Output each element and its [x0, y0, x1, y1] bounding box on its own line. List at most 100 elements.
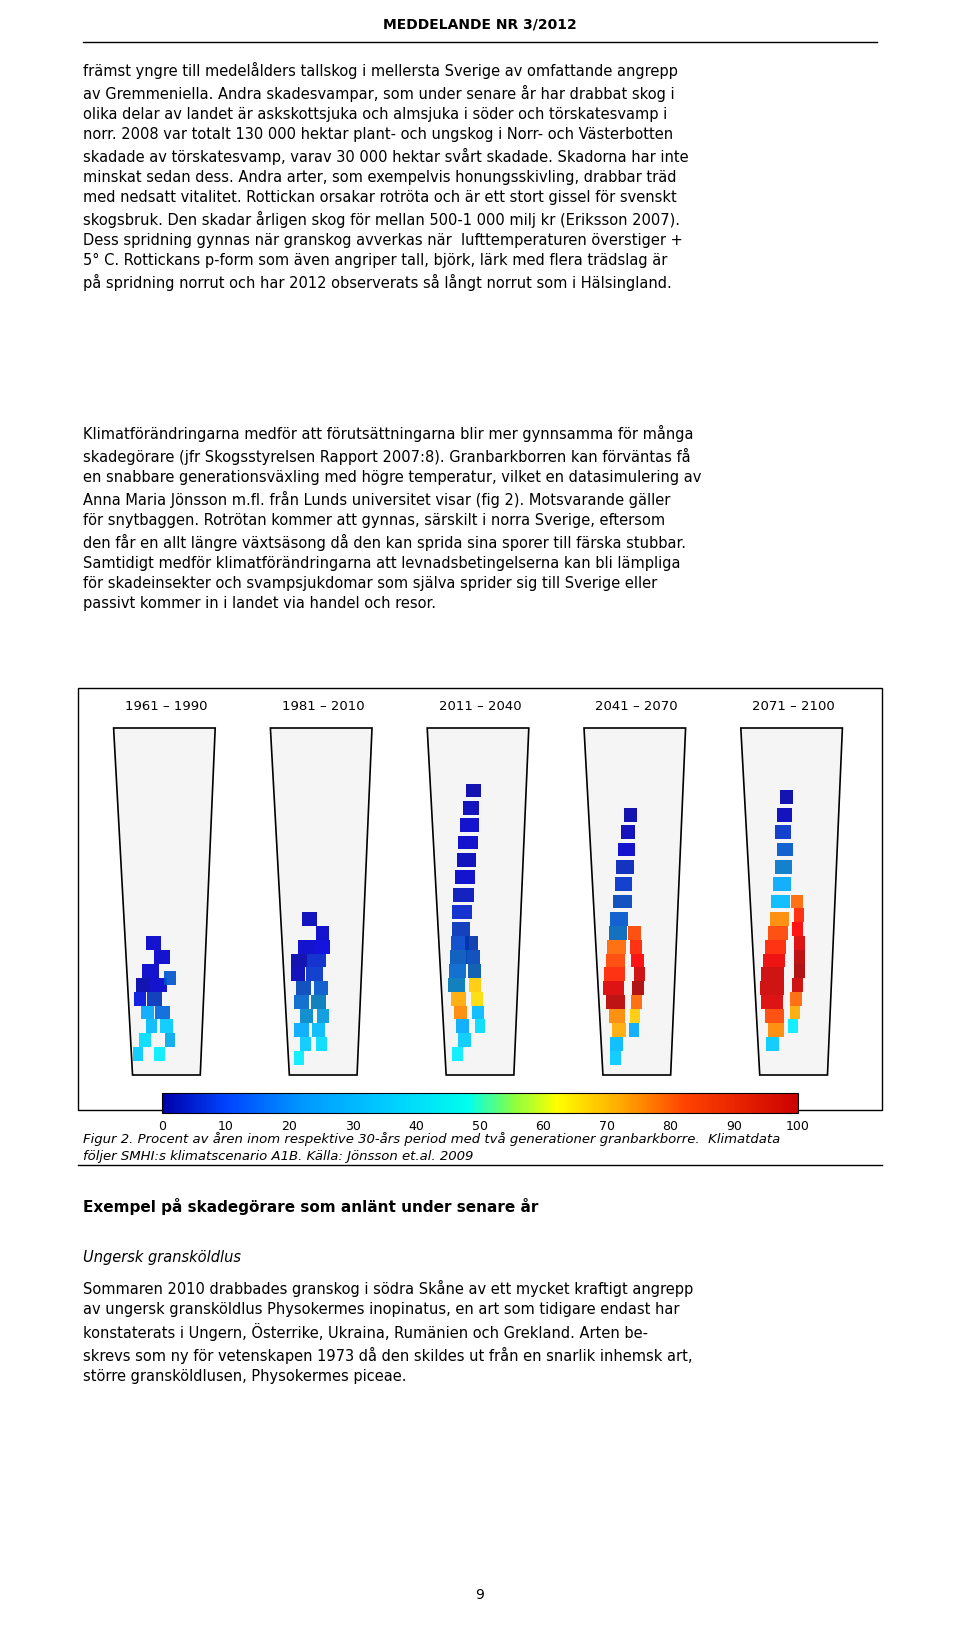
- Bar: [300, 1009, 313, 1023]
- Bar: [633, 1093, 635, 1112]
- Bar: [387, 1093, 389, 1112]
- Bar: [192, 1093, 194, 1112]
- Bar: [775, 1093, 777, 1112]
- Bar: [396, 1093, 397, 1112]
- Bar: [524, 1093, 527, 1112]
- Bar: [232, 1093, 234, 1112]
- Bar: [316, 1037, 327, 1051]
- Bar: [404, 1093, 406, 1112]
- Bar: [696, 1093, 698, 1112]
- Bar: [615, 877, 633, 892]
- Bar: [458, 1033, 470, 1046]
- Bar: [766, 1093, 768, 1112]
- Bar: [332, 1093, 334, 1112]
- Bar: [794, 951, 804, 964]
- Bar: [374, 1093, 376, 1112]
- Bar: [329, 1093, 332, 1112]
- Bar: [350, 1093, 353, 1112]
- Bar: [787, 1093, 789, 1112]
- Bar: [343, 1093, 345, 1112]
- Bar: [736, 1093, 738, 1112]
- Bar: [291, 954, 307, 967]
- Bar: [324, 1093, 325, 1112]
- Bar: [316, 926, 329, 939]
- Bar: [453, 888, 474, 901]
- Bar: [612, 1093, 613, 1112]
- Bar: [789, 1005, 800, 1020]
- Bar: [543, 1093, 546, 1112]
- Bar: [793, 1093, 796, 1112]
- Bar: [491, 1093, 492, 1112]
- Bar: [417, 1093, 419, 1112]
- Bar: [419, 1093, 420, 1112]
- Bar: [480, 1093, 482, 1112]
- Bar: [474, 1020, 485, 1033]
- Bar: [412, 1093, 415, 1112]
- Bar: [264, 1093, 266, 1112]
- Bar: [662, 1093, 664, 1112]
- Bar: [487, 1093, 489, 1112]
- Bar: [322, 1093, 324, 1112]
- Bar: [666, 1093, 669, 1112]
- Bar: [376, 1093, 378, 1112]
- Bar: [636, 1093, 639, 1112]
- Bar: [777, 842, 793, 857]
- Bar: [559, 1093, 561, 1112]
- Bar: [540, 1093, 541, 1112]
- Bar: [290, 1093, 292, 1112]
- Bar: [245, 1093, 248, 1112]
- Bar: [429, 1093, 431, 1112]
- Bar: [707, 1093, 708, 1112]
- Bar: [724, 1093, 726, 1112]
- Bar: [204, 1093, 207, 1112]
- Bar: [605, 1093, 608, 1112]
- Bar: [510, 1093, 512, 1112]
- Bar: [391, 1093, 394, 1112]
- Bar: [563, 1093, 564, 1112]
- Bar: [499, 1093, 501, 1112]
- Bar: [785, 1093, 787, 1112]
- Bar: [635, 1093, 636, 1112]
- Bar: [250, 1093, 252, 1112]
- Bar: [673, 1093, 675, 1112]
- Bar: [319, 1093, 322, 1112]
- Bar: [516, 1093, 518, 1112]
- Bar: [420, 1093, 423, 1112]
- Bar: [794, 936, 804, 951]
- Bar: [408, 1093, 410, 1112]
- Bar: [638, 1093, 641, 1112]
- Bar: [715, 1093, 717, 1112]
- Bar: [719, 1093, 722, 1112]
- Bar: [772, 895, 790, 908]
- Bar: [618, 842, 635, 857]
- Bar: [765, 939, 785, 954]
- Bar: [334, 1093, 336, 1112]
- Bar: [450, 951, 468, 964]
- Bar: [463, 801, 479, 814]
- Text: 2041 – 2070: 2041 – 2070: [595, 700, 678, 714]
- Bar: [717, 1093, 719, 1112]
- Bar: [628, 926, 641, 939]
- Bar: [312, 1023, 325, 1037]
- Bar: [508, 1093, 510, 1112]
- Bar: [670, 1093, 673, 1112]
- Bar: [228, 1093, 230, 1112]
- Bar: [611, 1051, 621, 1065]
- Bar: [613, 1093, 615, 1112]
- Bar: [275, 1093, 276, 1112]
- Bar: [616, 860, 634, 873]
- Bar: [552, 1093, 554, 1112]
- Bar: [514, 1093, 516, 1112]
- Bar: [206, 1093, 209, 1112]
- Bar: [255, 1093, 258, 1112]
- Bar: [190, 1093, 192, 1112]
- Bar: [224, 1093, 227, 1112]
- Bar: [314, 981, 328, 995]
- Bar: [211, 1093, 213, 1112]
- Bar: [548, 1093, 550, 1112]
- Bar: [468, 1093, 469, 1112]
- Bar: [658, 1093, 660, 1112]
- Bar: [213, 1093, 216, 1112]
- Bar: [433, 1093, 436, 1112]
- Bar: [397, 1093, 399, 1112]
